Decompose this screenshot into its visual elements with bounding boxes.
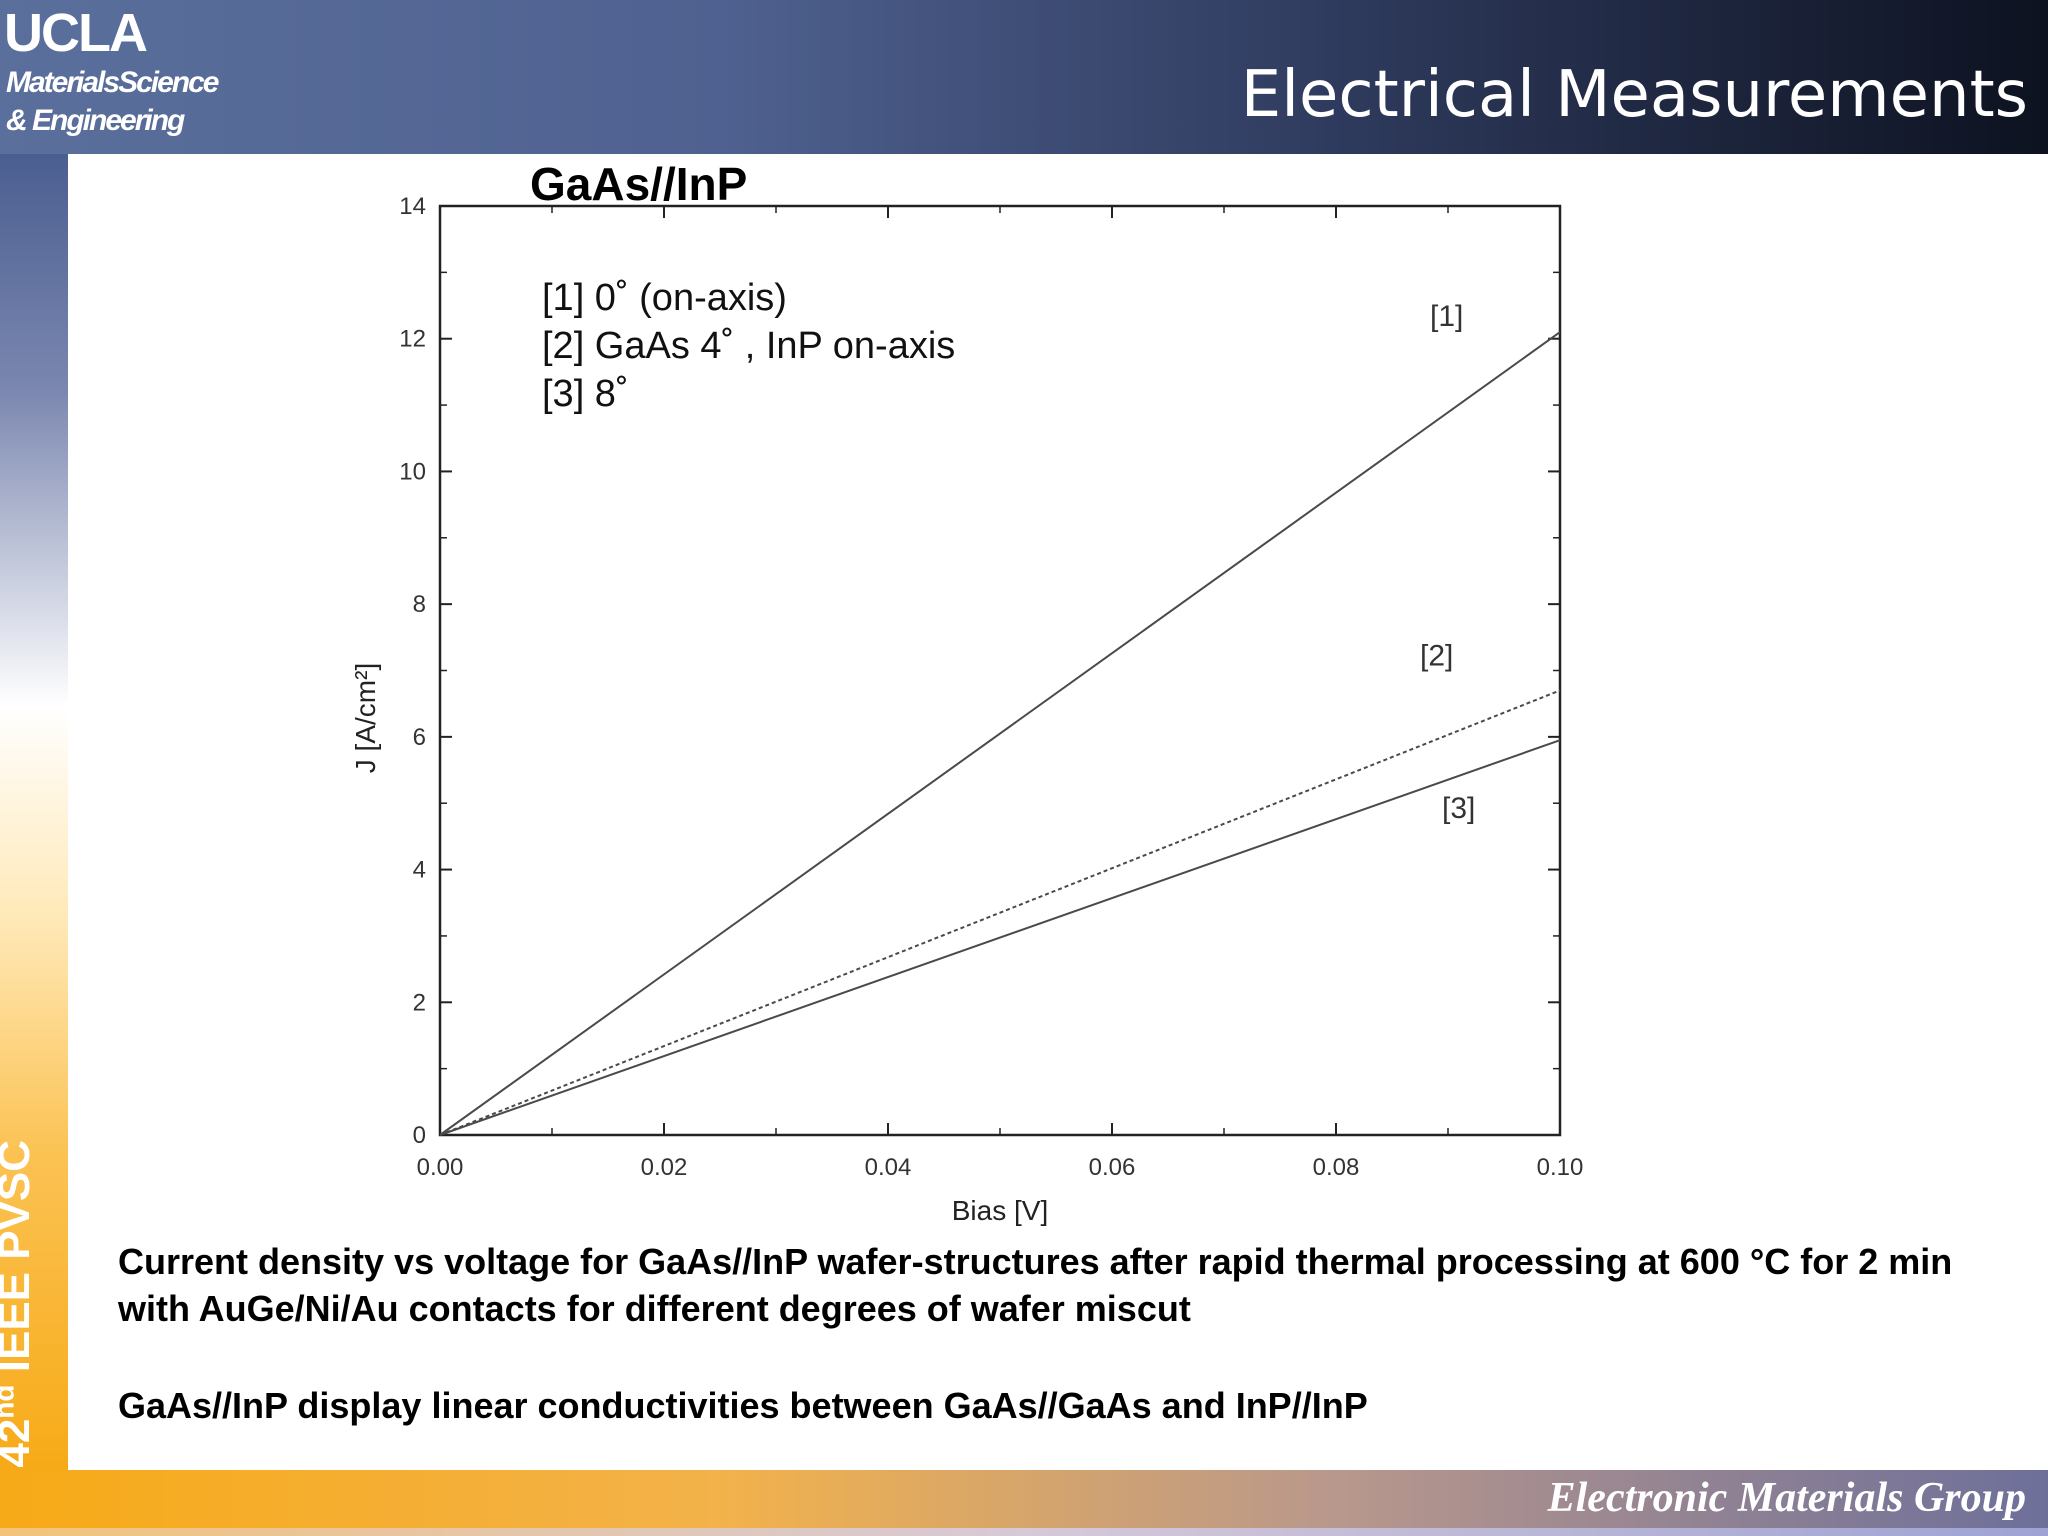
chart-series: [1] [2] [3]	[439, 300, 1561, 1136]
x-axis-label: Bias [V]	[952, 1195, 1048, 1226]
department-name-line-1: MaterialsScience	[6, 66, 219, 99]
caption-paragraph-1: Current density vs voltage for GaAs//InP…	[118, 1241, 1953, 1329]
chart-axes: 0.00 0.02 0.04 0.06 0.08 0.10 0 2 4 6 8 10 12 14	[399, 193, 1583, 1181]
series-line-1	[439, 331, 1561, 1136]
legend-entry-1: [1] 0˚ (on-axis)	[542, 277, 787, 319]
x-tick-label: 0.06	[1089, 1154, 1136, 1181]
conference-label: 42nd IEEE PVSC	[0, 1140, 40, 1468]
y-tick-label: 2	[413, 989, 426, 1016]
footer-banner: Electronic Materials Group	[0, 1470, 2048, 1536]
conference-suffix: nd	[0, 1384, 20, 1420]
conference-number: 42	[0, 1419, 39, 1468]
y-axis-label: J [A/cm²]	[350, 663, 381, 773]
series-line-2	[439, 689, 1561, 1136]
ucla-logo: UCLA	[4, 3, 148, 63]
department-name-line-2: & Engineering	[6, 104, 185, 137]
y-tick-label: 12	[399, 326, 426, 353]
conference-name: IEEE PVSC	[0, 1140, 39, 1373]
chart-title: GaAs//InP	[530, 158, 747, 210]
current-density-chart: GaAs//InP 0.00 0.02 0.04 0.06 0.08 0.10 0 2 4 6 8 1…	[350, 158, 1583, 1226]
y-tick-label: 8	[413, 591, 426, 618]
x-tick-label: 0.02	[641, 1154, 688, 1181]
caption-paragraph-2: GaAs//InP display linear conductivities …	[118, 1385, 1368, 1426]
legend-entry-3: [3] 8˚	[542, 373, 629, 415]
footer-group-name: Electronic Materials Group	[1547, 1475, 2026, 1521]
y-tick-label: 0	[413, 1122, 426, 1149]
y-tick-label: 14	[399, 193, 426, 220]
chart-legend: [1] 0˚ (on-axis) [2] GaAs 4˚ , InP on-axi…	[542, 277, 955, 415]
series-line-3	[439, 739, 1561, 1136]
series-label-1: [1]	[1430, 300, 1463, 333]
y-tick-label: 4	[413, 857, 426, 884]
slide-title: Electrical Measurements	[1240, 58, 2028, 132]
left-sidebar-gradient	[0, 154, 68, 1470]
legend-entry-2: [2] GaAs 4˚ , InP on-axis	[542, 325, 955, 367]
series-label-3: [3]	[1442, 792, 1475, 825]
header-banner: UCLA MaterialsScience & Engineering Elec…	[0, 0, 2048, 154]
y-tick-label: 6	[413, 724, 426, 751]
series-label-2: [2]	[1420, 639, 1453, 672]
x-tick-label: 0.10	[1537, 1154, 1584, 1181]
x-tick-label: 0.08	[1313, 1154, 1360, 1181]
x-tick-label: 0.00	[417, 1154, 464, 1181]
y-tick-label: 10	[399, 458, 426, 485]
x-tick-label: 0.04	[865, 1154, 912, 1181]
